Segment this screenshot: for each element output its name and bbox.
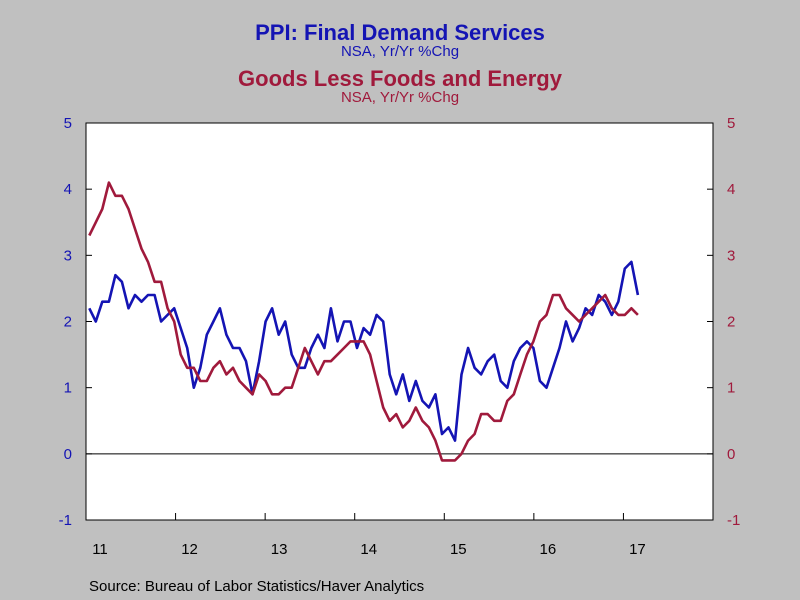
x-tick-label: 11 — [92, 541, 108, 558]
left-y-tick-label: 2 — [64, 314, 72, 331]
source-note: Source: Bureau of Labor Statistics/Haver… — [89, 578, 425, 595]
chart-subtitle: NSA, Yr/Yr %Chg — [340, 43, 460, 60]
left-y-tick-label: 1 — [64, 380, 72, 397]
left-y-tick-label: 0 — [64, 446, 72, 463]
x-tick-label: 14 — [360, 541, 377, 558]
x-tick-label: 12 — [181, 541, 198, 558]
chart-subtitle-2: NSA, Yr/Yr %Chg — [340, 89, 460, 106]
right-y-tick-label: 3 — [727, 247, 735, 264]
right-y-tick-label: 0 — [727, 446, 735, 463]
x-tick-label: 13 — [271, 541, 288, 558]
chart-title: PPI: Final Demand Services — [255, 20, 545, 45]
series-line-1 — [88, 260, 640, 442]
right-y-tick-label: 1 — [727, 380, 735, 397]
left-y-tick-label: 5 — [64, 115, 72, 132]
right-y-tick-label: 2 — [727, 314, 735, 331]
left-y-tick-label: -1 — [59, 512, 72, 529]
right-y-tick-label: 4 — [727, 181, 735, 198]
series-line-2 — [88, 181, 639, 462]
chart-title-2: Goods Less Foods and Energy — [238, 66, 562, 91]
plot-area — [85, 122, 714, 521]
right-y-tick-label: 5 — [727, 115, 735, 132]
x-tick-label: 17 — [629, 541, 646, 558]
left-y-tick-label: 3 — [64, 247, 72, 264]
x-tick-label: 16 — [540, 541, 557, 558]
left-y-tick-label: 4 — [64, 181, 72, 198]
right-y-tick-label: -1 — [727, 512, 740, 529]
x-tick-label: 15 — [450, 541, 467, 558]
